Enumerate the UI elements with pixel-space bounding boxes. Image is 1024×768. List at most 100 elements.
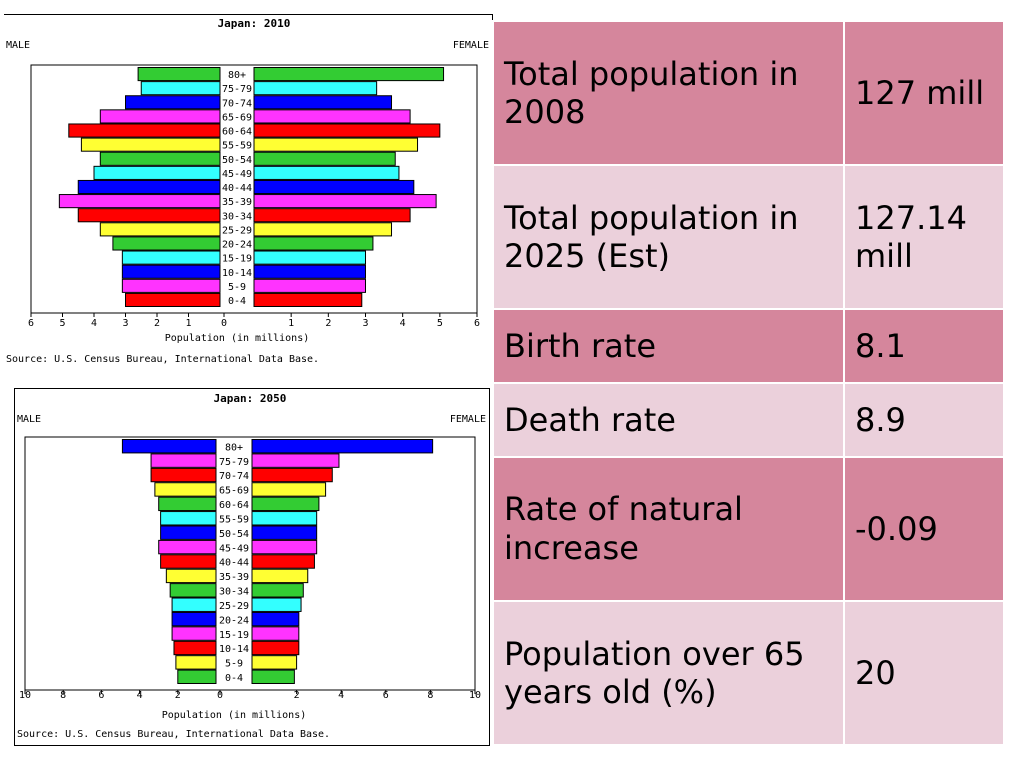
pyramid-2010-x-axis-label: Population (in millions) <box>165 333 310 344</box>
pyramid-2010-tick-label: 2 <box>325 318 331 329</box>
pyramid-2010-female-bar <box>253 109 411 124</box>
pyramid-2050-female-bar <box>251 640 300 656</box>
pyramid-2010-age-label: 35-39 <box>222 197 252 208</box>
fact-label: Population over 65 years old (%) <box>492 599 845 747</box>
population-pyramid-2010: Japan: 2010 MALE FEMALE 80+ 75-79 70-74 65-69 6… <box>4 14 493 373</box>
pyramid-2050-male-bar <box>171 626 217 641</box>
fact-value: -0.09 <box>843 455 1005 602</box>
pyramid-2010-age-label: 65-69 <box>222 112 252 123</box>
pyramid-2050-male-bar <box>150 467 217 483</box>
pyramid-2010-male-bar <box>99 151 221 166</box>
pyramid-2050-female-bar <box>251 611 300 627</box>
pyramid-2010-age-label: 75-79 <box>222 84 252 95</box>
pyramid-2050-female-bar <box>251 539 318 555</box>
pyramid-2010-male-bar <box>137 67 221 82</box>
pyramid-2050-tick-label: 8 <box>427 690 433 701</box>
pyramid-2010-plot-frame <box>30 64 478 314</box>
pyramid-2050-female-bar <box>251 583 304 598</box>
pyramid-2010-age-label: 55-59 <box>222 141 252 152</box>
pyramid-2050-female-bar <box>251 597 302 612</box>
pyramid-2010-tick-label: 5 <box>59 318 65 329</box>
fact-label: Total population in 2008 <box>492 19 845 167</box>
pyramid-2010-age-label: 45-49 <box>222 169 252 180</box>
pyramid-2050-female-bar <box>251 439 434 454</box>
pyramid-2010-tick-label: 3 <box>362 318 368 329</box>
pyramid-2050-title: Japan: 2050 <box>214 392 287 405</box>
pyramid-2050-chart: Japan: 2050 MALE FEMALE 80+ 75-79 70-74 65-69 6… <box>17 392 486 740</box>
pyramid-2010-chart: Japan: 2010 MALE FEMALE 80+ 75-79 70-74 65-69 6… <box>6 17 489 365</box>
pyramid-2010-female-bar <box>253 264 366 279</box>
pyramid-2050-male-bar <box>121 439 217 454</box>
pyramid-2050-female-bar <box>251 626 300 641</box>
facts-row: Total population in 2025 (Est) 127.14 mi… <box>492 164 1005 311</box>
pyramid-2010-source: Source: U.S. Census Bureau, Internationa… <box>6 354 319 365</box>
pyramid-2010-female-bar <box>253 95 393 110</box>
facts-row: Death rate 8.9 <box>492 381 1005 458</box>
pyramid-2010-female-bar <box>253 165 400 180</box>
pyramid-2010-male-bar <box>112 236 221 251</box>
facts-table: Total population in 2008 127 mill Total … <box>492 19 1005 747</box>
pyramid-2010-male-bar <box>121 264 221 279</box>
pyramid-2050-age-label: 70-74 <box>219 471 249 482</box>
pyramid-2050-male-bar <box>171 597 217 612</box>
pyramid-2010-age-label: 15-19 <box>222 254 252 265</box>
pyramid-2010-age-label: 70-74 <box>222 98 252 109</box>
pyramid-2050-female-bar <box>251 496 320 512</box>
pyramid-2050-female-bar <box>251 669 295 684</box>
pyramid-2050-plot-frame <box>24 436 476 691</box>
pyramid-2010-female-bar <box>253 81 378 96</box>
pyramid-2050-male-bar <box>158 539 217 555</box>
pyramid-2010-title: Japan: 2010 <box>218 17 291 30</box>
pyramid-2050-age-label: 35-39 <box>219 572 249 583</box>
pyramid-2050-female-bar <box>251 482 327 497</box>
pyramid-2050-male-bar <box>171 611 217 627</box>
pyramid-2010-male-label: MALE <box>6 40 30 51</box>
pyramid-2010-female-bar <box>253 292 363 308</box>
pyramid-2050-age-label: 60-64 <box>219 500 249 511</box>
pyramid-2010-female-bar <box>253 278 366 293</box>
pyramid-2010-age-label: 80+ <box>228 70 246 81</box>
fact-label: Death rate <box>492 381 845 458</box>
pyramid-2050-age-label: 40-44 <box>219 558 249 569</box>
fact-value: 127 mill <box>843 19 1005 167</box>
pyramid-2010-age-label: 30-34 <box>222 211 252 222</box>
fact-value: 8.1 <box>843 308 1005 384</box>
pyramid-2010-male-bar <box>77 208 221 223</box>
pyramid-2010-age-label: 50-54 <box>222 155 252 166</box>
pyramid-2010-tick-label: 2 <box>154 318 160 329</box>
pyramid-2010-age-label: 10-14 <box>222 268 252 279</box>
pyramid-2010-age-label: 60-64 <box>222 127 252 138</box>
pyramid-2050-age-label: 55-59 <box>219 514 249 525</box>
pyramid-2010-female-bar <box>253 151 396 166</box>
pyramid-2050-female-bar <box>251 467 333 483</box>
pyramid-2050-tick-label: 6 <box>98 690 104 701</box>
pyramid-2050-female-bar <box>251 525 318 540</box>
pyramid-2050-female-label: FEMALE <box>450 414 486 425</box>
pyramid-2050-x-axis-label: Population (in millions) <box>162 710 307 721</box>
pyramid-2050-age-label: 0-4 <box>225 673 243 684</box>
pyramid-2050-female-bar <box>251 554 315 569</box>
pyramid-2050-age-label: 80+ <box>225 442 243 453</box>
pyramid-2010-tick-label: 4 <box>91 318 97 329</box>
pyramid-2010-tick-label: 5 <box>437 318 443 329</box>
pyramid-2010-age-label: 5-9 <box>228 282 246 293</box>
pyramid-2010-male-bar <box>125 292 221 308</box>
pyramid-2050-male-bar <box>177 669 217 684</box>
pyramid-2050-age-label: 65-69 <box>219 486 249 497</box>
pyramid-2010-tick-label: 1 <box>185 318 191 329</box>
pyramid-2050-age-label: 75-79 <box>219 457 249 468</box>
pyramid-2050-age-label: 50-54 <box>219 529 249 540</box>
fact-label: Total population in 2025 (Est) <box>492 164 845 311</box>
pyramid-2050-age-label: 30-34 <box>219 587 249 598</box>
pyramid-2010-age-label: 20-24 <box>222 240 252 251</box>
pyramid-2050-age-label: 5-9 <box>225 659 243 670</box>
pyramid-2050-male-bar <box>158 496 217 512</box>
pyramid-2010-male-bar <box>121 278 221 293</box>
fact-value: 127.14 mill <box>843 164 1005 311</box>
pyramid-2010-tick-label: 1 <box>288 318 294 329</box>
pyramid-2050-female-bar <box>251 453 340 468</box>
pyramid-2010-female-bar <box>253 250 366 265</box>
facts-row: Rate of natural increase -0.09 <box>492 455 1005 602</box>
pyramid-2050-age-label: 10-14 <box>219 644 249 655</box>
pyramid-2050-tick-label: 6 <box>383 690 389 701</box>
